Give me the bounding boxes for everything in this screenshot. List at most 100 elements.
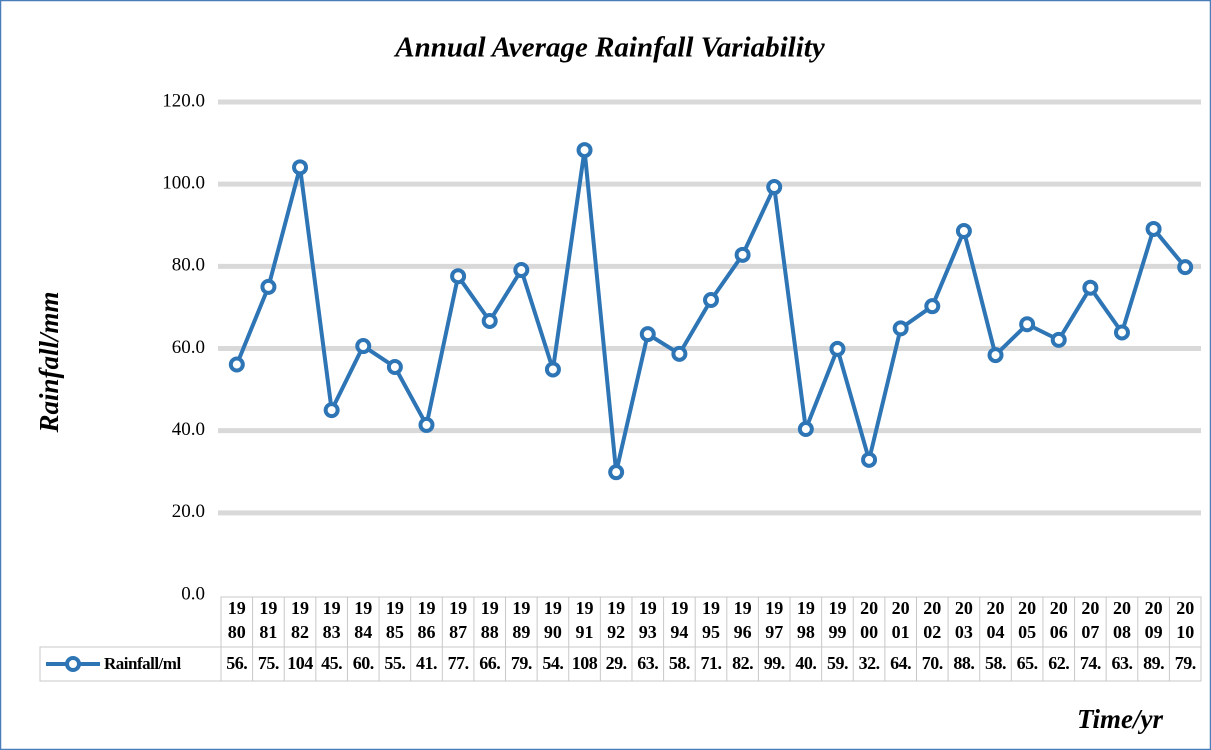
x-tick-label: 20 05 [1018,598,1036,642]
data-point [987,347,1004,364]
value-label: 108 [572,653,598,673]
x-tick-label: 19 82 [291,598,309,642]
value-label: 56. [226,653,247,673]
value-label: 60. [353,653,374,673]
data-point [513,262,530,279]
value-label: 70. [922,653,943,673]
value-label: 99. [764,653,785,673]
x-tick-label: 19 80 [228,598,246,642]
x-tick-label: 19 83 [323,598,341,642]
data-point [1082,279,1099,296]
value-label: 88. [953,653,974,673]
value-label: 65. [1017,653,1038,673]
x-tick-label: 19 99 [828,598,846,642]
data-point [639,326,656,343]
data-point [1177,259,1194,276]
x-tick-label: 19 95 [702,598,720,642]
value-label: 62. [1048,653,1069,673]
data-point [797,421,814,438]
x-tick-label: 19 81 [259,598,277,642]
x-tick-label: 20 10 [1176,598,1194,642]
x-tick-label: 19 87 [449,598,467,642]
chart-title: Annual Average Rainfall Variability [393,32,825,64]
data-point [1145,220,1162,237]
data-point [1019,316,1036,333]
value-label: 58. [985,653,1006,673]
x-tick-label: 19 97 [765,598,783,642]
data-point [544,361,561,378]
data-point [703,292,719,309]
data-point [861,451,878,468]
x-tick-label: 19 84 [354,598,372,642]
value-label: 58. [669,653,690,673]
value-label: 74. [1080,653,1101,673]
y-axis-title: Rainfall/mm [34,291,64,433]
value-label: 55. [384,653,405,673]
legend-marker [65,656,81,672]
value-label: 79. [1175,653,1196,673]
legend-label: Rainfall/ml [104,654,181,673]
y-tick-label: 20.0 [172,501,205,522]
x-tick-label: 19 89 [512,598,530,642]
value-label: 41. [416,653,437,673]
value-label: 64. [890,653,911,673]
data-point [576,142,593,159]
value-label: 40. [795,653,816,673]
data-point [766,179,783,196]
data-point [481,312,498,329]
value-label: 45. [321,653,342,673]
value-label: 63. [1111,653,1132,673]
x-axis-title: Time/yr [1077,704,1163,734]
x-tick-label: 20 00 [860,598,878,642]
data-point [955,223,972,240]
x-tick-label: 19 90 [544,598,562,642]
x-tick-label: 20 02 [923,598,941,642]
x-tick-label: 19 96 [734,598,752,642]
data-point [1050,331,1067,348]
x-tick-label: 19 92 [607,598,625,642]
value-label: 79. [511,653,532,673]
x-tick-label: 20 07 [1081,598,1099,642]
table-border [39,646,1202,682]
data-point [924,298,941,315]
value-label: 29. [606,653,627,673]
x-tick-label: 20 06 [1050,598,1068,642]
y-tick-label: 0.0 [181,583,205,604]
value-label: 82. [732,653,753,673]
value-label: 59. [827,653,848,673]
value-label: 104 [287,653,313,673]
x-tick-label: 20 04 [987,598,1005,642]
x-tick-label: 19 91 [576,598,594,642]
x-tick-label: 19 94 [670,598,688,642]
y-tick-label: 120.0 [162,90,205,111]
value-label: 89. [1143,653,1164,673]
data-point [355,338,372,355]
value-label: 63. [637,653,658,673]
x-tick-label: 19 98 [797,598,815,642]
value-label: 75. [258,653,279,673]
y-tick-label: 40.0 [172,419,205,440]
x-tick-label: 19 85 [386,598,404,642]
data-point [323,402,340,419]
value-label: 32. [859,653,880,673]
x-tick-label: 19 88 [481,598,499,642]
x-tick-label: 20 08 [1113,598,1131,642]
x-tick-label: 20 01 [892,598,910,642]
value-label: 54. [542,653,563,673]
data-point [671,345,688,362]
value-label: 71. [701,653,722,673]
y-tick-label: 80.0 [172,255,205,276]
data-point [1113,324,1130,341]
data-point [386,358,403,375]
data-point [260,278,277,295]
x-tick-label: 19 86 [417,598,435,642]
data-point [418,416,435,433]
x-tick-label: 19 93 [639,598,657,642]
data-point [892,320,909,337]
data-point [829,340,846,357]
y-tick-label: 60.0 [172,337,205,358]
value-label: 77. [448,653,469,673]
data-point [292,159,309,176]
